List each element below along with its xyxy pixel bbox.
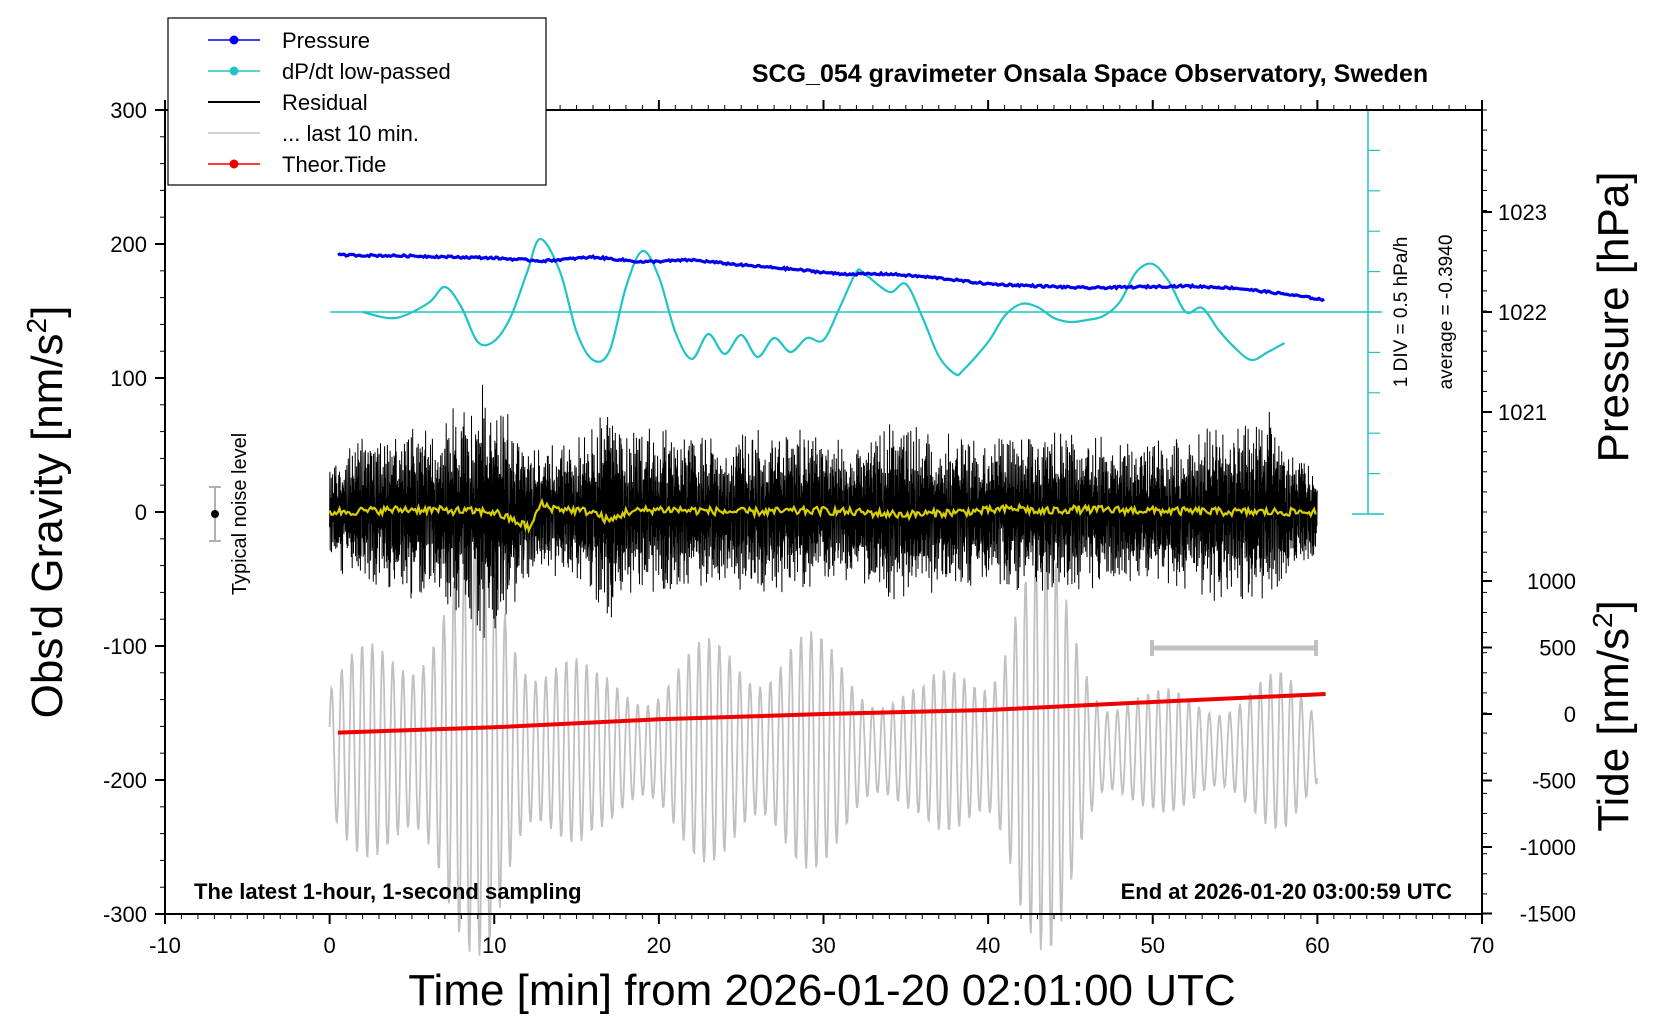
residual-smoothed-line [328,497,1317,534]
legend-label: Theor.Tide [282,152,386,177]
y-left-tick-label: -300 [103,902,147,927]
x-tick-label: 40 [976,933,1000,958]
residual-smoothed-series [328,497,1317,534]
end-time-note: End at 2026-01-20 03:00:59 UTC [1121,879,1452,904]
y-axis-tide-title: Tide [nm/s2] [1587,600,1638,832]
legend-swatch-marker [229,159,239,169]
y-axis-left-title-main: Obs'd Gravity [nm/s [23,333,72,718]
last-10-min-bar [1150,640,1318,656]
x-tick-label: -10 [149,933,181,958]
legend-entries: Pressure dP/dt low-passed Residual ... last… [208,28,451,177]
pressure-line [337,252,1325,303]
pressure-series [337,252,1325,303]
x-tick-label: 70 [1470,933,1494,958]
y-axis-tide-title-close: ] [1589,600,1638,612]
y-left-tick-label: -200 [103,768,147,793]
x-tick-label: 0 [324,933,336,958]
tide-tick-label: -500 [1532,769,1576,794]
x-tick-label: 20 [647,933,671,958]
y-left-tick-label: 300 [110,98,147,123]
dpdt-line [362,237,1286,377]
pressure-tick-label: 1021 [1498,400,1547,425]
x-tick-label: 60 [1305,933,1329,958]
tide-tick-label: -1500 [1520,902,1576,927]
x-tick-label: 50 [1141,933,1165,958]
dpdt-series [330,237,1382,377]
axis-ticks: -10 0 10 20 30 40 50 60 703002001000-100-200-300… [103,98,1576,958]
y-left-tick-label: -100 [103,634,147,659]
y-axis-left-title: Obs'd Gravity [nm/s2] [21,306,72,719]
legend-swatch-marker [229,66,239,76]
tide-line [337,692,1326,735]
tide-tick-label: -1000 [1520,835,1576,860]
tide-tick-label: 1000 [1527,569,1576,594]
legend-label: dP/dt low-passed [282,59,451,84]
legend-label: Pressure [282,28,370,53]
noise-level-label: Typical noise level [229,433,251,595]
pressure-tick-label: 1023 [1498,200,1547,225]
tide-tick-label: 0 [1564,702,1576,727]
y-axis-left-title-close: ] [23,306,72,318]
tide-series [337,692,1326,735]
dpdt-scale-label: 1 DIV = 0.5 hPa/h [1391,237,1412,388]
x-tick-label: 10 [482,933,506,958]
legend: Pressure dP/dt low-passed Residual ... last… [167,17,547,186]
y-axis-tide-title-sup: 2 [1587,612,1618,628]
x-tick-label: 30 [811,933,835,958]
tide-tick-label: 500 [1539,636,1576,661]
sampling-note: The latest 1-hour, 1-second sampling [194,879,582,904]
y-left-tick-label: 100 [110,366,147,391]
chart-title: SCG_054 gravimeter Onsala Space Observat… [752,60,1428,88]
legend-label: ... last 10 min. [282,121,419,146]
y-left-tick-label: 200 [110,232,147,257]
residual-line [329,384,1318,638]
y-left-tick-label: 0 [135,500,147,525]
y-axis-left-title-sup: 2 [21,318,52,334]
dpdt-average-label: average = -0.3940 [1436,235,1457,390]
y-axis-tide-title-main: Tide [nm/s [1589,628,1638,832]
pressure-tick-label: 1022 [1498,300,1547,325]
legend-label: Residual [282,90,368,115]
x-axis-title: Time [min] from 2026-01-20 02:01:00 UTC [408,966,1235,1015]
legend-swatch-marker [229,35,239,45]
noise-level-indicator [209,486,221,542]
residual-series [329,384,1318,638]
y-axis-pressure-title: Pressure [hPa] [1589,171,1638,462]
